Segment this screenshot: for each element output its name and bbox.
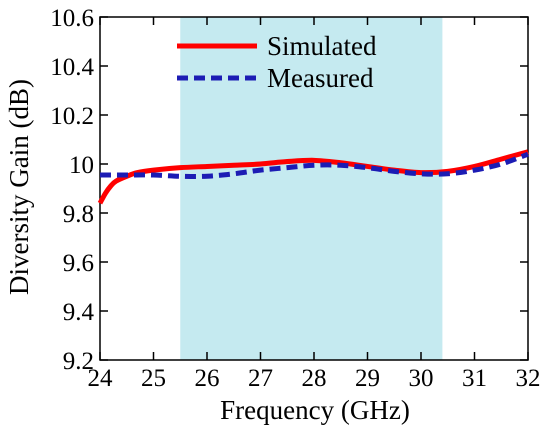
axis-ticks: [99, 16, 529, 361]
y-tick-labels: 9.2 9.4 9.6 9.8 10 10.2 10.4 10.6: [50, 5, 94, 375]
shaded-band: [180, 17, 443, 360]
y-tick-label: 9.4: [63, 299, 95, 326]
x-tick-label: 31: [462, 365, 487, 392]
y-tick-label: 10.4: [50, 54, 94, 81]
x-axis-title: Frequency (GHz): [220, 395, 410, 425]
series-layer: [97, 149, 529, 205]
y-tick-label: 10.6: [50, 5, 94, 32]
legend-label-simulated: Simulated: [267, 31, 377, 61]
x-tick-label: 32: [516, 365, 541, 392]
y-tick-label: 9.2: [63, 348, 94, 375]
x-tick-label: 28: [302, 365, 327, 392]
legend: Simulated Measured: [177, 31, 377, 93]
legend-label-measured: Measured: [267, 63, 374, 93]
x-tick-label: 27: [248, 365, 273, 392]
x-tick-labels: 24 25 26 27 28 29 30 31 32: [88, 365, 541, 392]
x-tick-label: 29: [355, 365, 380, 392]
x-tick-label: 30: [409, 365, 434, 392]
y-axis-title: Diversity Gain (dB): [4, 79, 34, 295]
y-tick-label: 10.2: [50, 103, 94, 130]
y-tick-label: 10: [69, 152, 94, 179]
y-tick-label: 9.6: [63, 250, 94, 277]
x-tick-label: 26: [195, 365, 220, 392]
y-tick-label: 9.8: [63, 201, 94, 228]
series-line-measured: [100, 151, 529, 179]
x-tick-label: 25: [141, 365, 166, 392]
x-tick-label: 24: [88, 365, 114, 392]
